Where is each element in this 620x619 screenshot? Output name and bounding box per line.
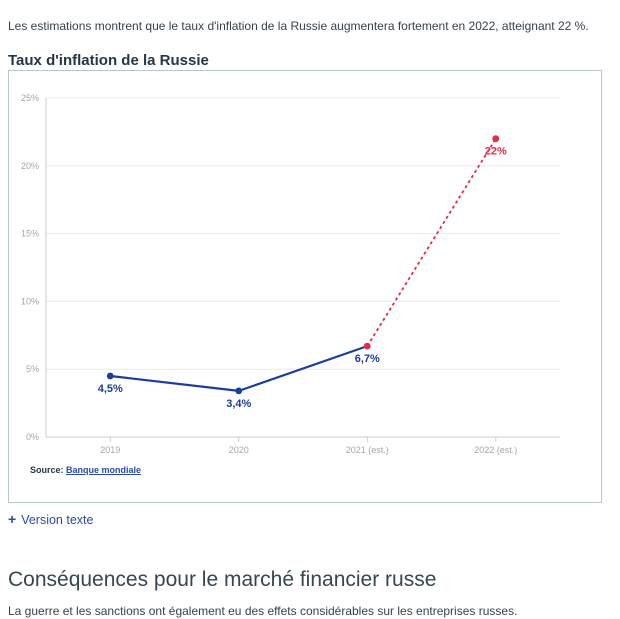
plus-icon: + bbox=[8, 511, 17, 527]
y-tick-label: 15% bbox=[21, 229, 39, 239]
data-point-label: 3,4% bbox=[226, 398, 251, 410]
y-tick-label: 20% bbox=[21, 161, 39, 171]
section-paragraph: La guerre et les sanctions ont également… bbox=[8, 604, 518, 618]
data-point-label: 6,7% bbox=[355, 353, 380, 365]
inflation-chart-svg: 0% 5% 10% 15% 20% 25% 2019 2020 2021 (est.) 2022 … bbox=[21, 93, 560, 455]
y-tick-label: 5% bbox=[26, 364, 39, 374]
y-tick-label: 10% bbox=[21, 296, 39, 306]
x-tick-label: 2021 (est.) bbox=[346, 445, 389, 455]
x-tick-label: 2022 (est.) bbox=[474, 445, 517, 455]
x-tick-label: 2020 bbox=[229, 445, 249, 455]
y-tick-label: 25% bbox=[21, 93, 39, 103]
data-point bbox=[363, 342, 371, 350]
chart-title: Taux d'inflation de la Russie bbox=[8, 52, 209, 69]
data-point bbox=[492, 135, 500, 143]
source-link[interactable]: Banque mondiale bbox=[66, 465, 142, 475]
estimate-line bbox=[366, 138, 497, 347]
actual-line bbox=[110, 345, 368, 392]
version-texte-label: Version texte bbox=[21, 513, 94, 527]
chart-panel: 0% 5% 10% 15% 20% 25% 2019 2020 2021 (est.) 2022 … bbox=[8, 70, 602, 503]
data-point-label: 22% bbox=[485, 146, 507, 158]
intro-paragraph: Les estimations montrent que le taux d'i… bbox=[8, 19, 589, 33]
data-point-label: 4,5% bbox=[98, 383, 123, 395]
version-texte-toggle[interactable]: + Version texte bbox=[8, 511, 93, 527]
data-point bbox=[235, 387, 243, 395]
chart-source: Source: Banque mondiale bbox=[30, 465, 141, 475]
source-label: Source: bbox=[30, 465, 64, 475]
data-point bbox=[106, 372, 114, 380]
section-heading: Conséquences pour le marché financier ru… bbox=[8, 568, 437, 592]
x-tick-label: 2019 bbox=[100, 445, 120, 455]
y-tick-label: 0% bbox=[26, 432, 39, 442]
